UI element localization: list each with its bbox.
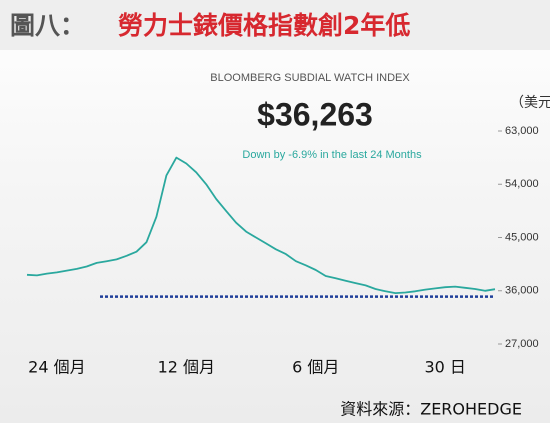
x-tick-label: 30 日 xyxy=(424,358,465,377)
source: 資料來源：ZEROHEDGE xyxy=(340,400,522,419)
figure-label: 圖八： xyxy=(10,11,85,40)
annotation: Down by -6.9% in the last 24 Months xyxy=(242,149,422,161)
x-tick-label: 12 個月 xyxy=(158,358,215,377)
subtitle: BLOOMBERG SUBDIAL WATCH INDEX xyxy=(210,72,410,84)
y-tick-label: 27,000 xyxy=(505,338,539,350)
y-tick-label: 36,000 xyxy=(505,285,539,297)
x-tick-label: 6 個月 xyxy=(292,358,339,377)
line xyxy=(26,156,496,294)
y-tick-label: 45,000 xyxy=(505,231,539,243)
headline: $36,263 xyxy=(257,96,373,132)
unit-label: （美元） xyxy=(510,95,550,111)
x-tick-label: 24 個月 xyxy=(28,358,85,377)
title-band xyxy=(0,0,550,50)
y-tick-label: 63,000 xyxy=(505,125,539,137)
y-tick-label: 54,000 xyxy=(505,178,539,190)
chart-title: 勞力士錶價格指數創2年低 xyxy=(118,11,410,40)
